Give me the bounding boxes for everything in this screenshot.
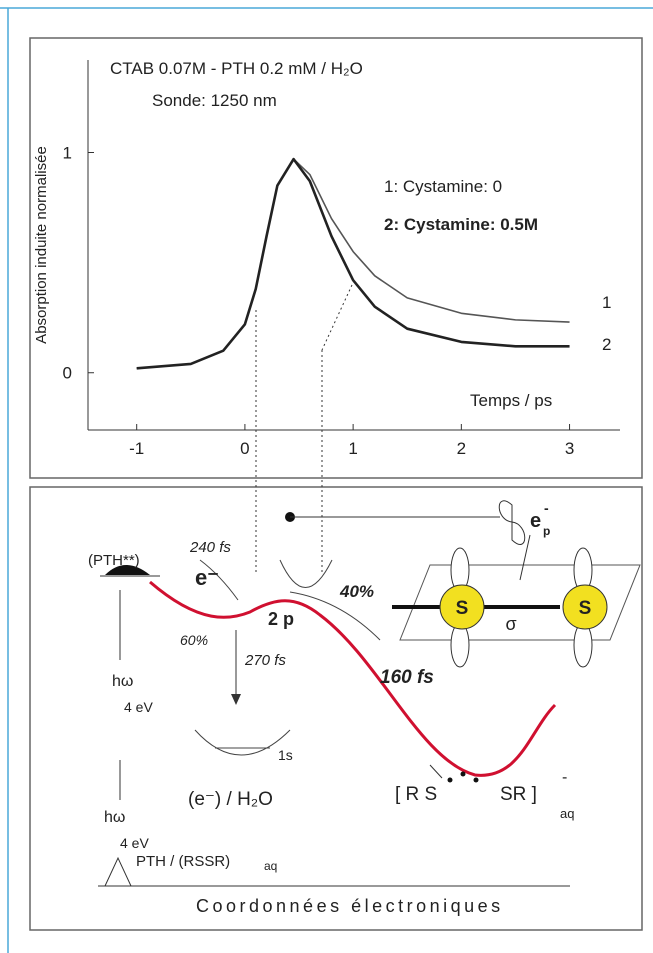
well	[279, 559, 333, 588]
series-line	[136, 158, 570, 370]
x-axis-label: Temps / ps	[470, 391, 552, 410]
branch	[289, 591, 381, 641]
label: p	[543, 524, 550, 538]
legend-entry: 2: Cystamine: 0.5M	[384, 215, 538, 234]
label: SR ]	[500, 784, 537, 805]
label: -	[562, 769, 567, 786]
y-axis-label: Absorption induite normalisée	[33, 146, 50, 344]
label: 1s	[278, 747, 293, 763]
x-tick-label: -1	[129, 439, 144, 458]
sulfur-atom	[439, 584, 485, 630]
label: hω	[112, 673, 133, 690]
energy-curve	[149, 580, 557, 777]
y-tick-label: 0	[63, 364, 72, 383]
y-tick-label: 1	[63, 144, 72, 163]
label: 4 eV	[124, 699, 153, 715]
label: 4 eV	[120, 835, 149, 851]
label: (e⁻) / H₂O	[188, 789, 273, 810]
label: [ R S	[395, 784, 437, 805]
excited-state	[105, 565, 150, 575]
label: e	[530, 510, 541, 532]
arrow	[429, 764, 443, 779]
dot	[473, 777, 479, 783]
label: (PTH**)	[88, 552, 140, 569]
series-end-label: 2	[602, 335, 611, 354]
arrow	[519, 534, 531, 581]
sulfur-atom	[562, 584, 608, 630]
label: hω	[104, 809, 125, 826]
guide-dotted	[321, 284, 353, 351]
arrowhead	[231, 694, 241, 705]
x-tick-label: 3	[565, 439, 574, 458]
dot	[447, 777, 453, 783]
well	[194, 729, 291, 756]
label: 60%	[180, 632, 208, 648]
label: 270 fs	[244, 652, 286, 669]
label: S	[579, 598, 592, 619]
plane	[399, 564, 641, 641]
label: 2 p	[268, 609, 294, 629]
series-line	[136, 157, 570, 370]
legend-entry: 1: Cystamine: 0	[384, 177, 502, 196]
chart-panel	[29, 37, 643, 479]
label: aq	[560, 806, 574, 821]
chart-subtitle: Sonde: 1250 nm	[152, 91, 277, 110]
electron-orbital	[498, 500, 526, 545]
orbital	[450, 622, 470, 668]
label: PTH / (RSSR)	[136, 853, 230, 870]
label: aq	[264, 859, 277, 873]
arrow	[199, 559, 239, 601]
orbital	[573, 622, 593, 668]
ground-peak	[104, 856, 132, 887]
diagram-panel	[29, 486, 643, 931]
x-tick-label: 2	[457, 439, 466, 458]
label: 240 fs	[189, 539, 231, 556]
axis-label: Coordonnées électroniques	[196, 896, 504, 916]
label: S	[456, 598, 469, 619]
dot	[460, 771, 466, 777]
label: σ	[505, 614, 516, 634]
chart-title: CTAB 0.07M - PTH 0.2 mM / H₂O	[110, 59, 363, 78]
x-tick-label: 1	[348, 439, 357, 458]
label: -	[544, 500, 549, 516]
label: e⁻	[195, 565, 219, 590]
label: 160 fs	[380, 667, 434, 688]
label: 40%	[339, 582, 374, 601]
x-tick-label: 0	[240, 439, 249, 458]
series-end-label: 1	[602, 293, 611, 312]
